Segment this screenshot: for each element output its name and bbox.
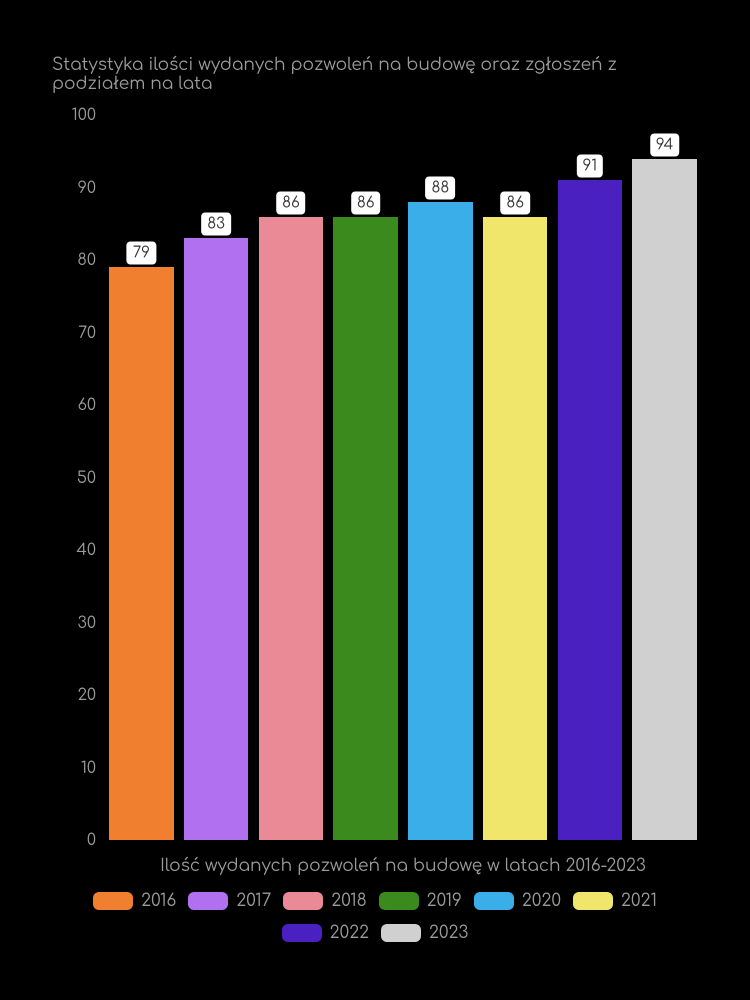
legend-item-2016: 2016 xyxy=(93,887,176,915)
legend-item-2022: 2022 xyxy=(282,919,369,947)
bar-2020: 88 xyxy=(408,202,472,840)
bar-value-label: 88 xyxy=(425,177,455,200)
y-tick: 90 xyxy=(78,179,96,197)
bar-value-label: 91 xyxy=(577,155,603,178)
bar-value-label: 86 xyxy=(351,191,381,214)
legend-label: 2023 xyxy=(429,919,468,947)
legend-swatch xyxy=(282,924,322,942)
bar-2022: 91 xyxy=(558,180,622,840)
bar-value-label: 86 xyxy=(276,191,306,214)
chart-area: 0102030405060708090100 7983868688869194 … xyxy=(60,115,710,875)
legend-item-2020: 2020 xyxy=(474,887,561,915)
bar-2023: 94 xyxy=(632,159,696,841)
y-tick: 40 xyxy=(77,541,97,559)
legend-label: 2022 xyxy=(330,919,369,947)
bar-value-label: 83 xyxy=(201,213,231,236)
bar-2018: 86 xyxy=(259,217,323,841)
y-tick: 20 xyxy=(78,686,96,704)
legend-swatch xyxy=(188,892,228,910)
y-axis: 0102030405060708090100 xyxy=(60,115,104,840)
legend-swatch xyxy=(93,892,133,910)
legend-label: 2019 xyxy=(427,887,462,915)
y-tick: 60 xyxy=(78,396,96,414)
legend-swatch xyxy=(283,892,323,910)
y-tick: 0 xyxy=(87,831,96,849)
y-tick: 80 xyxy=(77,251,96,269)
legend-item-2023: 2023 xyxy=(381,919,468,947)
legend-item-2017: 2017 xyxy=(188,887,271,915)
bar-2021: 86 xyxy=(483,217,547,841)
legend-label: 2020 xyxy=(522,887,561,915)
legend-label: 2021 xyxy=(621,887,657,915)
y-tick: 70 xyxy=(78,324,96,342)
y-tick: 50 xyxy=(77,469,96,487)
bar-value-label: 86 xyxy=(500,191,530,214)
legend-label: 2017 xyxy=(236,887,271,915)
chart-title: Statystyka ilości wydanych pozwoleń na b… xyxy=(52,55,710,93)
legend-swatch xyxy=(379,892,419,910)
legend-label: 2016 xyxy=(141,887,176,915)
y-tick: 30 xyxy=(78,614,97,632)
legend-item-2021: 2021 xyxy=(573,887,657,915)
bar-value-label: 79 xyxy=(127,242,156,265)
legend-label: 2018 xyxy=(331,887,366,915)
legend-swatch xyxy=(381,924,421,942)
legend-item-2019: 2019 xyxy=(379,887,462,915)
legend: 2016 2017 2018 2019 2020 2021 2022 2023 xyxy=(40,887,710,951)
legend-swatch xyxy=(474,892,514,910)
bar-value-label: 94 xyxy=(650,133,680,156)
plot-area: 7983868688869194 xyxy=(104,115,702,840)
legend-item-2018: 2018 xyxy=(283,887,366,915)
y-tick: 10 xyxy=(81,759,96,777)
bar-2019: 86 xyxy=(333,217,397,841)
chart-container: Statystyka ilości wydanych pozwoleń na b… xyxy=(0,0,750,1000)
y-tick: 100 xyxy=(72,106,96,124)
bar-2017: 83 xyxy=(184,238,248,840)
x-axis-label: Ilość wydanych pozwoleń na budowę w lata… xyxy=(104,856,702,875)
bar-2016: 79 xyxy=(109,267,173,840)
legend-swatch xyxy=(573,892,613,910)
